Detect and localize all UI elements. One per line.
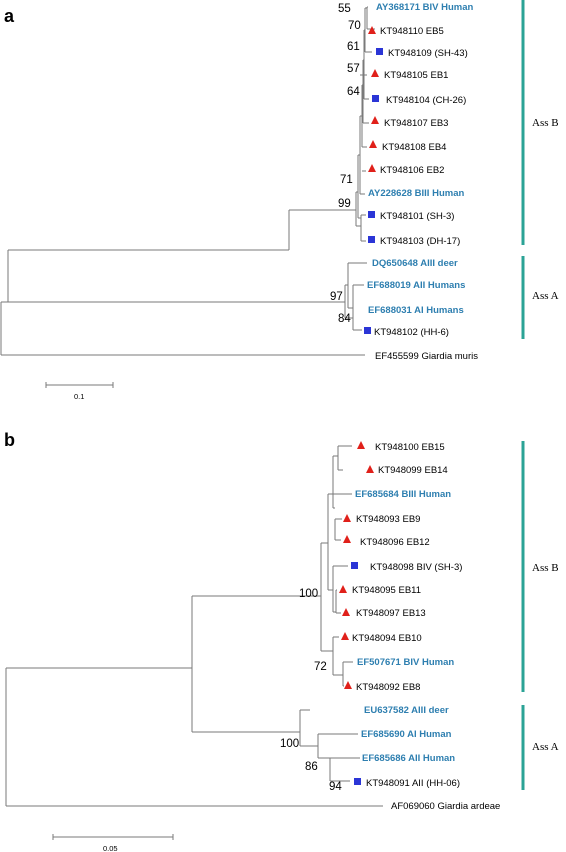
panel-a-leaves: AY368171 BIV Human KT948110 EB5 KT948109… — [364, 2, 478, 362]
tree-leaf: KT948092 EB8 — [356, 682, 420, 693]
bootstrap-value: 100 — [299, 588, 318, 600]
tree-leaf: KT948105 EB1 — [384, 70, 448, 81]
tree-leaf: KT948103 (DH-17) — [380, 236, 460, 247]
panel-b-clades: Ass B Ass A — [521, 441, 559, 790]
triangle-marker-icon — [343, 535, 351, 543]
triangle-marker-icon — [368, 164, 376, 172]
bootstrap-value: 70 — [348, 20, 361, 32]
bootstrap-value: 97 — [330, 291, 343, 303]
square-marker-icon — [376, 48, 383, 55]
tree-leaf: EF688031 AI Humans — [368, 305, 464, 316]
square-marker-icon — [354, 778, 361, 785]
scale-label: 0.05 — [103, 844, 118, 852]
clade-label: Ass B — [532, 117, 559, 129]
square-marker-icon — [351, 562, 358, 569]
tree-leaf: AY228628 BIII Human — [368, 188, 464, 199]
clade-label: Ass B — [532, 562, 559, 574]
square-marker-icon — [368, 211, 375, 218]
clade-label: Ass A — [532, 741, 559, 753]
tree-leaf: KT948094 EB10 — [352, 633, 422, 644]
triangle-marker-icon — [339, 585, 347, 593]
triangle-marker-icon — [344, 681, 352, 689]
tree-leaf: EF685686 AII Human — [362, 753, 455, 764]
tree-leaf: KT948108 EB4 — [382, 142, 446, 153]
square-marker-icon — [372, 95, 379, 102]
tree-leaf: EF685684 BIII Human — [355, 489, 451, 500]
tree-leaf: KT948104 (CH-26) — [386, 95, 466, 106]
tree-leaf: KT948093 EB9 — [356, 514, 420, 525]
square-marker-icon — [368, 236, 375, 243]
panel-b-leaves: KT948100 EB15 KT948099 EB14 EF685684 BII… — [339, 441, 500, 812]
bootstrap-value: 84 — [338, 313, 351, 325]
bootstrap-value: 55 — [338, 3, 351, 15]
panel-a: a — [0, 0, 559, 401]
triangle-marker-icon — [369, 140, 377, 148]
panel-a-letter: a — [4, 6, 15, 26]
panel-b-branches — [5, 445, 383, 807]
bootstrap-value: 57 — [347, 63, 360, 75]
tree-leaf: KT948091 AII (HH-06) — [366, 778, 460, 789]
panel-a-scale-bar: 0.1 — [45, 382, 114, 401]
bootstrap-value: 86 — [305, 761, 318, 773]
triangle-marker-icon — [371, 116, 379, 124]
tree-leaf: KT948096 EB12 — [360, 537, 430, 548]
bootstrap-value: 71 — [340, 174, 353, 186]
bootstrap-value: 94 — [329, 781, 342, 793]
tree-leaf: EF688019 AII Humans — [367, 280, 465, 291]
tree-leaf: EU637582 AIII deer — [364, 705, 449, 716]
triangle-marker-icon — [343, 514, 351, 522]
clade-label: Ass A — [532, 290, 559, 302]
tree-leaf: KT948110 EB5 — [380, 26, 444, 37]
bootstrap-value: 64 — [347, 86, 360, 98]
triangle-marker-icon — [341, 632, 349, 640]
panel-b: b — [4, 430, 559, 852]
triangle-marker-icon — [342, 608, 350, 616]
scale-label: 0.1 — [74, 392, 84, 401]
tree-leaf: EF455599 Giardia muris — [375, 351, 478, 362]
panel-a-bootstraps: 55 70 61 57 64 71 99 97 84 — [330, 3, 361, 325]
tree-leaf: KT948107 EB3 — [384, 118, 448, 129]
tree-leaf: EF507671 BIV Human — [357, 657, 454, 668]
bootstrap-value: 72 — [314, 661, 327, 673]
tree-leaf: EF685690 AI Human — [361, 729, 452, 740]
tree-leaf: AY368171 BIV Human — [376, 2, 474, 13]
tree-leaf: AF069060 Giardia ardeae — [391, 801, 500, 812]
panel-b-scale-bar: 0.05 — [52, 834, 174, 852]
tree-leaf: KT948095 EB11 — [352, 585, 421, 596]
bootstrap-value: 99 — [338, 198, 351, 210]
tree-leaf: KT948106 EB2 — [380, 165, 444, 176]
triangle-marker-icon — [357, 441, 365, 449]
tree-leaf: KT948100 EB15 — [375, 442, 445, 453]
tree-leaf: KT948098 BIV (SH-3) — [370, 562, 462, 573]
panel-b-bootstraps: 100 72 100 86 94 — [280, 588, 342, 793]
tree-leaf: KT948099 EB14 — [378, 465, 448, 476]
triangle-marker-icon — [366, 465, 374, 473]
bootstrap-value: 100 — [280, 738, 299, 750]
panel-b-letter: b — [4, 430, 15, 450]
triangle-marker-icon — [368, 26, 376, 34]
tree-leaf: DQ650648 AIII deer — [372, 258, 458, 269]
panel-a-clades: Ass B Ass A — [521, 0, 559, 339]
tree-leaf: KT948101 (SH-3) — [380, 211, 454, 222]
triangle-marker-icon — [371, 69, 379, 77]
tree-leaf: KT948109 (SH-43) — [388, 48, 468, 59]
panel-a-branches — [0, 6, 375, 356]
square-marker-icon — [364, 327, 371, 334]
tree-leaf: KT948102 (HH-6) — [374, 327, 449, 338]
tree-leaf: KT948097 EB13 — [356, 608, 426, 619]
bootstrap-value: 61 — [347, 41, 360, 53]
